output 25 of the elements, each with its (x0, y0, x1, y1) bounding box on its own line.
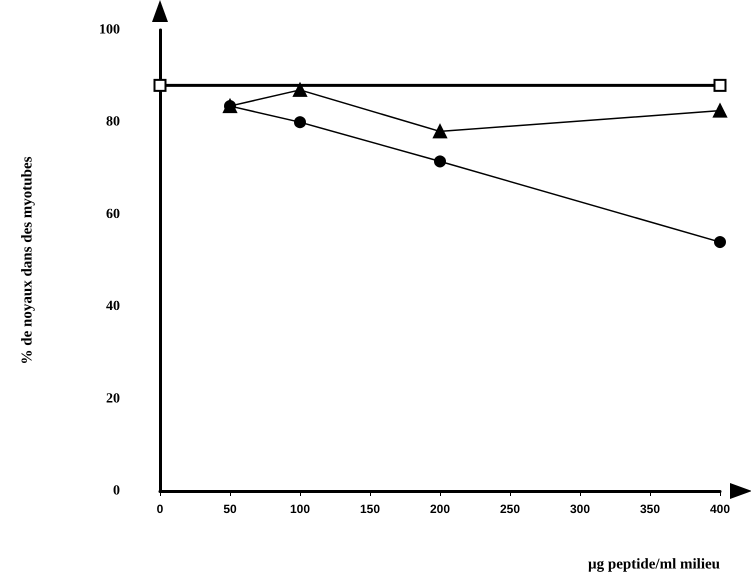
x-tick-label: 150 (360, 502, 380, 516)
y-tick-label: 0 (113, 484, 120, 498)
x-axis-title: µg peptide/ml milieu (588, 556, 720, 572)
point (714, 78, 726, 92)
y-tick-label: 60 (106, 206, 120, 222)
y-axis-title: % de noyaux dans des myotubes (20, 156, 36, 364)
x-tick-label: 50 (223, 502, 237, 516)
x-tick-label: 350 (640, 502, 660, 516)
y-tick-label: 20 (106, 391, 120, 406)
y-tick-label: 100 (99, 22, 120, 38)
x-tick-label: 0 (156, 502, 164, 516)
x-tick-label: 100 (290, 502, 310, 516)
x-tick-label: 300 (570, 502, 590, 516)
point (154, 78, 166, 92)
x-tick-label: 250 (500, 502, 520, 516)
x-tick-label: 200 (430, 502, 450, 516)
point (434, 155, 446, 168)
point (293, 82, 307, 97)
x-tick-label: 400 (710, 502, 730, 516)
y-tick-label: 40 (106, 299, 120, 314)
point (294, 116, 306, 128)
point (714, 236, 726, 248)
point (433, 124, 447, 138)
point (713, 104, 727, 118)
y-tick-label: 80 (106, 114, 120, 130)
